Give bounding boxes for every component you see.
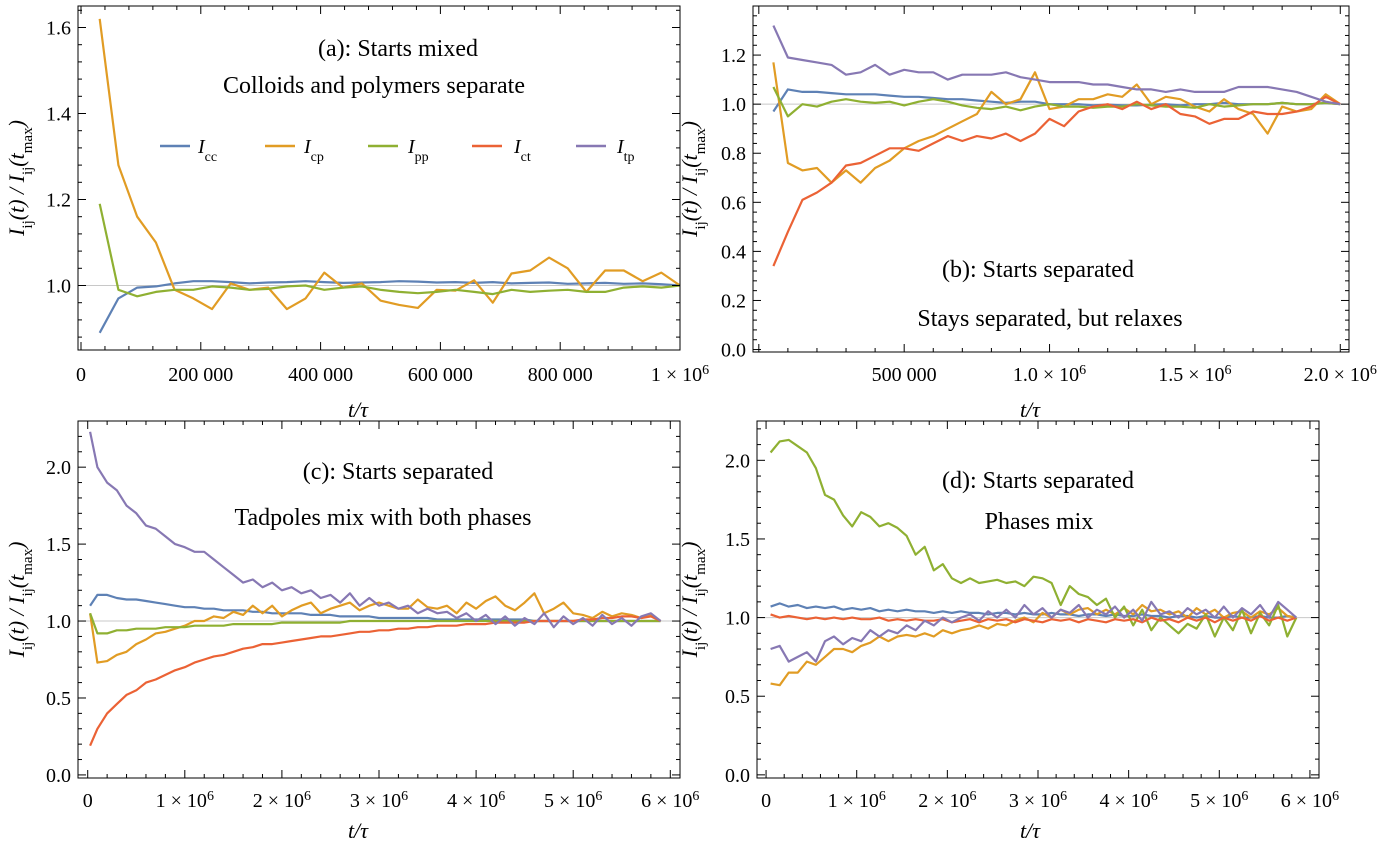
x-tick-label: 0 (761, 790, 771, 812)
y-axis-label: Iij(t) / Iij(tmax) (4, 120, 36, 237)
legend-label-itp: Itp (616, 136, 635, 165)
series-line-ict (89, 615, 662, 747)
x-tick-label: 5 × 106 (1190, 789, 1248, 813)
panel-annotation: (b): Starts separated (942, 257, 1134, 283)
y-axis-label: Iij(t) / Iij(tmax) (4, 542, 36, 659)
y-tick-label: 0.4 (721, 241, 746, 263)
x-tick-label: 1.5 × 106 (1158, 363, 1231, 387)
panel-a: 1.0 1.2 1.4 1.6 0 200 000 400 000 600 000 800 00… (4, 5, 709, 422)
panel-b: 0.0 0.2 0.4 0.6 0.8 1.0 1.2 500 000 1.0 × 106 1.5… (677, 5, 1377, 422)
x-tick-label: 4 × 106 (447, 789, 505, 813)
panel-annotation: Tadpoles mix with both phases (235, 505, 532, 531)
x-tick-label: 4 × 106 (1100, 789, 1158, 813)
x-tick-label: 6 × 106 (641, 789, 699, 813)
y-tick-label: 0.6 (721, 192, 746, 214)
x-tick-label: 500 000 (872, 364, 937, 386)
x-tick-label: 400 000 (288, 364, 353, 386)
x-tick-label: 3 × 106 (1009, 789, 1067, 813)
series-line-itp (770, 600, 1298, 663)
legend-label-ipp: Ipp (407, 136, 429, 165)
x-axis-label: t/τ (348, 818, 369, 843)
x-tick-label: 0 (83, 790, 93, 812)
panel-d: 0.0 0.5 1.0 1.5 2.0 0 1 × 106 2 × 106 3 × 106 4 ×… (677, 420, 1339, 843)
x-tick-label: 200 000 (168, 364, 233, 386)
y-axis-label: Iij(t) / Iij(tmax) (677, 542, 709, 659)
legend-label-icp: Icp (303, 136, 324, 165)
y-tick-label: 1.5 (725, 529, 750, 551)
y-tick-label: 1.2 (721, 45, 746, 67)
x-tick-label: 6 × 106 (1281, 789, 1339, 813)
y-tick-label: 0.0 (46, 765, 71, 787)
y-tick-label: 1.4 (46, 104, 71, 126)
plot-frame (752, 5, 1350, 353)
y-tick-label: 0.5 (725, 686, 750, 708)
x-tick-label: 2 × 106 (253, 789, 311, 813)
panel-annotation: Stays separated, but relaxes (917, 306, 1182, 332)
x-tick-label: 2 × 106 (918, 789, 976, 813)
x-tick-label: 600 000 (408, 364, 473, 386)
y-tick-label: 0.8 (721, 143, 746, 165)
panel-annotation: Colloids and polymers separate (223, 73, 525, 99)
panel-annotation: (d): Starts separated (942, 468, 1134, 494)
series-line-itp (772, 25, 1341, 106)
series-line-ipp (98, 203, 681, 298)
y-tick-label: 1.0 (46, 611, 71, 633)
x-tick-label: 1 × 106 (828, 789, 886, 813)
y-tick-label: 1.0 (46, 276, 71, 298)
plot-frame (77, 5, 681, 351)
x-tick-label: 1 × 106 (651, 363, 709, 387)
x-tick-label: 3 × 106 (350, 789, 408, 813)
legend-label-icc: Icc (197, 136, 217, 165)
series-line-ipp (772, 86, 1341, 118)
series-line-ict (770, 613, 1297, 624)
x-axis-label: t/τ (1020, 397, 1041, 422)
y-tick-label: 2.0 (725, 450, 750, 472)
series-line-itp (89, 431, 662, 629)
x-tick-label: 1.0 × 106 (1013, 363, 1086, 387)
panel-annotation: Phases mix (985, 509, 1094, 535)
legend: Icc Icp Ipp Ict Itp (160, 136, 635, 165)
series-line-icc (89, 593, 661, 623)
y-tick-label: 0.5 (46, 688, 71, 710)
y-tick-label: 0.0 (725, 765, 750, 787)
y-tick-label: 1.5 (46, 534, 71, 556)
y-tick-label: 1.0 (721, 94, 746, 116)
y-axis-label: Iij(t) / Iij(tmax) (677, 121, 709, 238)
legend-label-ict: Ict (513, 136, 531, 165)
x-tick-label: 0 (76, 364, 86, 386)
panel-annotation: (c): Starts separated (303, 459, 494, 485)
series-line-icc (98, 280, 681, 334)
x-tick-label: 2.0 × 106 (1304, 363, 1377, 387)
x-tick-label: 1 × 106 (156, 789, 214, 813)
series-line-ipp (769, 438, 1298, 638)
y-tick-label: 2.0 (46, 457, 71, 479)
panel-annotation: (a): Starts mixed (318, 36, 478, 62)
x-axis-label: t/τ (1020, 818, 1041, 843)
series-line-icp (98, 18, 681, 311)
y-tick-label: 0.0 (721, 340, 746, 362)
x-axis-label: t/τ (348, 397, 369, 422)
series-line-ict (772, 95, 1341, 267)
series-line-icp (772, 62, 1341, 184)
y-tick-label: 1.2 (46, 190, 71, 212)
y-tick-label: 0.2 (721, 290, 746, 312)
y-tick-label: 1.0 (725, 608, 750, 630)
y-tick-label: 1.6 (46, 18, 71, 40)
panel-c: 0.0 0.5 1.0 1.5 2.0 0 1 × 106 2 × 106 3 × 106 4 ×… (4, 420, 699, 843)
x-tick-label: 800 000 (528, 364, 593, 386)
x-tick-label: 5 × 106 (544, 789, 602, 813)
